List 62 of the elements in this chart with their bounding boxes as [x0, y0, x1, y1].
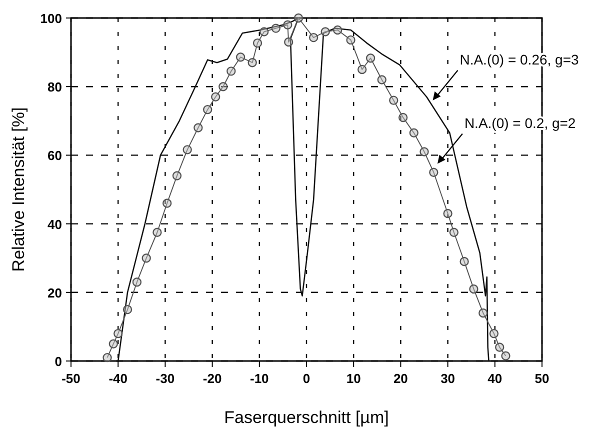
point — [122, 304, 132, 314]
point — [469, 284, 478, 294]
x-tick-label: 20 — [393, 371, 408, 386]
point — [218, 82, 228, 92]
point — [409, 128, 418, 138]
point — [260, 27, 269, 36]
y-tick-label: 60 — [48, 148, 62, 164]
point — [449, 228, 459, 237]
point — [308, 32, 318, 42]
point — [132, 278, 142, 287]
point — [357, 64, 367, 74]
point — [420, 147, 429, 156]
x-tick-label: -30 — [156, 371, 175, 386]
point — [346, 35, 356, 45]
point — [460, 256, 469, 266]
x-tick-label: 0 — [302, 371, 310, 386]
x-tick-label: 10 — [346, 371, 361, 386]
y-axis-title: Relative Intensität [%] — [9, 107, 28, 272]
x-tick-label: -10 — [250, 371, 269, 386]
x-tick-label: 50 — [534, 371, 550, 386]
point — [252, 38, 262, 48]
point — [501, 351, 510, 360]
x-axis-title: Faserquerschnitt [µm] — [224, 408, 389, 427]
point — [102, 352, 112, 362]
point — [443, 208, 452, 218]
point — [366, 54, 376, 63]
point — [377, 75, 386, 84]
point — [172, 171, 182, 180]
point — [142, 254, 151, 263]
point — [162, 198, 172, 208]
point — [495, 342, 504, 352]
point — [108, 339, 118, 348]
y-tick-label: 80 — [48, 80, 62, 95]
y-tick-label: 20 — [48, 285, 62, 300]
y-tick-label: 0 — [54, 354, 62, 369]
point — [283, 20, 292, 30]
point — [152, 228, 162, 237]
x-tick-label: 30 — [440, 371, 456, 386]
point — [271, 24, 280, 33]
x-tick-label: -40 — [108, 371, 128, 386]
point — [478, 308, 488, 318]
point — [294, 13, 304, 23]
point — [332, 25, 342, 35]
point — [398, 112, 408, 122]
point — [210, 92, 220, 102]
point — [194, 123, 203, 132]
y-tick-label: 40 — [48, 216, 62, 232]
point — [114, 328, 123, 338]
point — [236, 52, 246, 62]
point — [389, 96, 398, 105]
point — [284, 37, 294, 47]
point — [489, 328, 499, 338]
point — [182, 145, 192, 154]
x-tick-label: -20 — [202, 371, 222, 386]
point — [429, 168, 438, 177]
point — [226, 66, 236, 76]
x-tick-label: 40 — [488, 371, 502, 386]
y-tick-label: 100 — [40, 11, 62, 26]
x-tick-label: -50 — [62, 371, 80, 386]
point — [320, 27, 330, 36]
point — [248, 58, 257, 68]
point — [202, 104, 212, 114]
